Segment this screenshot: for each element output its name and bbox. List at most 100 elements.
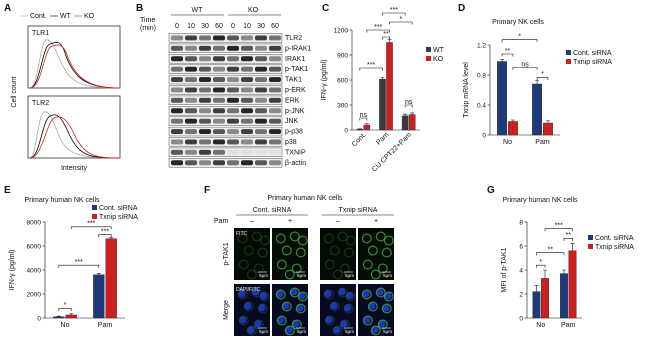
row-label: Merge	[223, 300, 230, 320]
blot-strip	[168, 126, 283, 137]
significance-bracket	[404, 104, 413, 108]
blot-band	[269, 129, 281, 134]
y-axis-label: IFN-γ (pg/ml)	[321, 60, 328, 101]
blot-band	[255, 77, 267, 82]
time-label: Time	[140, 17, 155, 24]
time-label: 10	[243, 23, 251, 30]
cell-signal	[251, 287, 262, 298]
axis-label: Cell count	[11, 76, 18, 107]
y-tick-label: 1.2	[477, 42, 486, 49]
significance-bracket	[501, 53, 514, 57]
blot-strip	[168, 43, 283, 54]
blot-band	[185, 129, 197, 134]
cell-signal	[253, 319, 264, 330]
y-tick-label: 2	[519, 291, 523, 298]
y-tick-label: 0.4	[477, 102, 486, 109]
nucleus	[247, 326, 255, 334]
condition-label: –	[250, 218, 254, 225]
nucleus	[384, 292, 392, 300]
significance-label: ***	[390, 7, 398, 14]
protein-label: p-ERK	[285, 87, 306, 94]
legend-swatch	[566, 50, 571, 55]
blot-band	[199, 108, 211, 114]
scale-bar-label: 5μm	[383, 273, 392, 278]
cell-signal	[281, 301, 292, 312]
blot-band	[171, 66, 183, 72]
blot-band	[213, 45, 225, 51]
scale-bar-label: 5μm	[383, 329, 392, 334]
histogram-curve	[29, 116, 119, 159]
cell-signal	[323, 233, 334, 244]
cell-signal	[238, 259, 249, 270]
cell-signal	[238, 315, 249, 326]
blot-band	[269, 87, 281, 93]
cell-signal	[377, 263, 388, 274]
histogram-curve	[29, 39, 119, 89]
cell-signal	[289, 287, 300, 298]
histogram-label: TLR1	[32, 30, 49, 37]
blot-band	[269, 56, 281, 62]
micrographs: – + – + p-TAK1 5μm 5μm 5μm 5μm FITC Merge 5μm 5μm 5μm…	[223, 218, 394, 336]
protein-label: p-IRAK1	[285, 45, 312, 52]
legend-label: Txnip siRNA	[99, 214, 138, 221]
blot-strip	[168, 33, 283, 43]
y-tick-label: 0	[37, 315, 41, 322]
group-label: Txnip siRNA	[339, 207, 378, 214]
significance-bracket	[501, 39, 538, 43]
legend-swatch	[92, 214, 97, 219]
blot-band	[185, 118, 197, 124]
blot-band	[255, 139, 267, 145]
blot-band	[171, 129, 183, 134]
cell-signal	[257, 303, 268, 314]
micrograph	[320, 228, 356, 280]
blot-band	[269, 66, 281, 72]
blot-band	[199, 77, 211, 82]
blot-band	[213, 66, 225, 72]
blot-band	[241, 66, 253, 72]
significance-label: *	[541, 71, 544, 78]
cell-signal	[383, 235, 394, 246]
significance-bracket	[563, 238, 573, 241]
blot-band	[171, 77, 183, 82]
cell-signal	[324, 259, 335, 270]
y-tick-label: 6	[519, 243, 523, 250]
blot-band	[213, 56, 225, 62]
cell-signal	[332, 269, 343, 280]
error-bar	[500, 58, 505, 62]
blot-band	[199, 66, 211, 72]
blot-band	[185, 149, 197, 155]
protein-label: p38	[285, 139, 297, 146]
blot-band	[199, 118, 211, 124]
blot-strip	[168, 158, 283, 168]
blot-strip	[168, 74, 283, 85]
blot-band	[255, 56, 267, 62]
blot-band	[213, 87, 225, 93]
blot-band	[185, 66, 197, 72]
significance-bracket	[536, 252, 565, 256]
cell-signal	[375, 231, 386, 242]
cell-signal	[291, 319, 302, 330]
significance-label: **	[505, 48, 511, 55]
bar	[508, 121, 518, 136]
cell-signal	[367, 301, 378, 312]
legend-swatch	[588, 244, 593, 249]
legend-swatch	[426, 47, 431, 52]
significance-label: *	[399, 16, 402, 23]
legend-swatch	[92, 205, 97, 210]
blot-band	[269, 97, 281, 103]
protein-label: p-TAK1	[285, 66, 308, 73]
cell-signal	[289, 231, 300, 242]
y-axis-label: Txnip mRNA level	[463, 62, 470, 118]
legend-swatch	[426, 56, 431, 61]
histogram-curve	[29, 41, 119, 89]
error-bar	[387, 38, 392, 43]
significance-bracket	[70, 226, 112, 230]
cell-signal	[362, 259, 373, 270]
y-tick-label: 0	[519, 315, 523, 322]
blot-band	[269, 149, 281, 155]
y-axis-label: IFN-γ (pg/ml)	[9, 250, 16, 291]
blot-band	[227, 45, 239, 51]
legend-label: Txnip siRNA	[595, 244, 634, 251]
bar	[532, 83, 542, 136]
significance-label: ***	[367, 62, 375, 69]
